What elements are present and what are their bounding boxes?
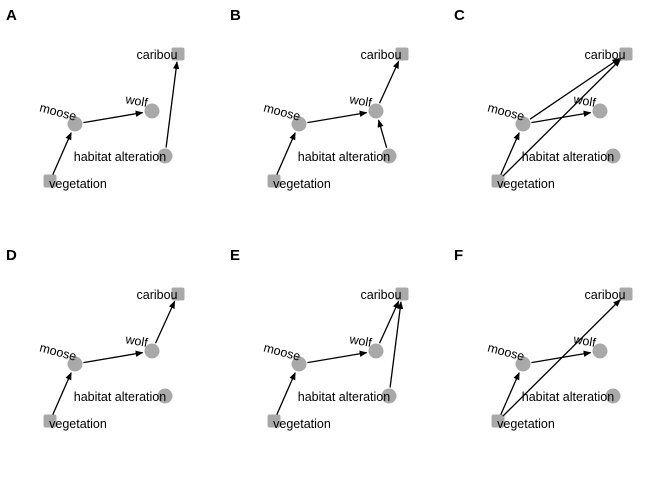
node-label-wolf: wolf [572,332,598,350]
node-caribou [171,47,185,61]
edge-wolf-to-caribou [154,300,176,344]
edge-moose-to-wolf [307,350,368,364]
node-label-habitat: habitat alteration [74,150,166,164]
node-label-wolf: wolf [124,332,150,350]
node-wolf [592,103,608,119]
node-label-habitat: habitat alteration [74,390,166,404]
node-habitat [381,388,397,404]
node-wolf [368,343,384,359]
panel-label: B [230,7,241,24]
node-vegetation [267,414,281,428]
edge-vegetation-to-moose [276,371,296,415]
edge-moose-to-caribou [529,57,621,120]
edge-vegetation-to-moose [276,131,296,175]
node-moose [291,356,307,372]
node-label-moose: moose [262,341,302,364]
node-caribou [619,287,633,301]
node-caribou [619,47,633,61]
edge-moose-to-wolf [83,110,144,124]
node-vegetation [491,414,505,428]
node-caribou [395,287,409,301]
node-habitat [157,148,173,164]
panel-label: F [454,247,463,264]
panel-label: E [230,247,240,264]
node-label-wolf: wolf [348,92,374,110]
node-vegetation [267,174,281,188]
edge-wolf-to-caribou [378,60,400,104]
node-vegetation [43,414,57,428]
node-label-caribou: caribou [585,288,626,302]
node-habitat [381,148,397,164]
node-habitat [605,148,621,164]
node-label-vegetation: vegetation [49,177,107,191]
edge-moose-to-wolf [83,350,144,364]
node-label-habitat: habitat alteration [522,390,614,404]
edge-vegetation-to-moose [52,371,72,415]
edge-vegetation-to-caribou [502,299,621,417]
node-vegetation [491,174,505,188]
node-label-moose: moose [38,341,78,364]
edge-habitat-to-caribou [165,61,180,148]
node-habitat [157,388,173,404]
node-label-vegetation: vegetation [497,417,555,431]
edge-habitat-to-wolf [377,119,388,149]
edge-vegetation-to-moose [500,371,520,415]
node-label-moose: moose [486,341,526,364]
node-label-moose: moose [262,101,302,124]
edge-vegetation-to-moose [500,131,520,175]
edge-vegetation-to-caribou [502,59,621,177]
node-moose [67,356,83,372]
node-label-habitat: habitat alteration [522,150,614,164]
node-caribou [171,287,185,301]
edge-moose-to-wolf [307,110,368,124]
node-vegetation [43,174,57,188]
node-label-caribou: caribou [361,48,402,62]
node-label-wolf: wolf [348,332,374,350]
node-label-vegetation: vegetation [497,177,555,191]
node-wolf [144,343,160,359]
node-label-wolf: wolf [124,92,150,110]
panel-label: D [6,247,17,264]
node-moose [515,356,531,372]
panel-label: C [454,7,465,24]
node-wolf [144,103,160,119]
node-label-moose: moose [486,101,526,124]
node-moose [291,116,307,132]
node-label-habitat: habitat alteration [298,150,390,164]
node-label-vegetation: vegetation [273,417,331,431]
node-label-moose: moose [38,101,78,124]
node-label-caribou: caribou [361,288,402,302]
node-label-vegetation: vegetation [273,177,331,191]
node-label-vegetation: vegetation [49,417,107,431]
node-label-caribou: caribou [137,48,178,62]
node-label-caribou: caribou [137,288,178,302]
node-habitat [605,388,621,404]
node-caribou [395,47,409,61]
edge-wolf-to-caribou [378,300,400,344]
node-moose [67,116,83,132]
node-wolf [592,343,608,359]
panel-label: A [6,7,17,24]
edge-vegetation-to-moose [52,131,72,175]
node-label-wolf: wolf [572,92,598,110]
node-label-habitat: habitat alteration [298,390,390,404]
node-wolf [368,103,384,119]
node-moose [515,116,531,132]
edge-habitat-to-caribou [389,301,404,388]
